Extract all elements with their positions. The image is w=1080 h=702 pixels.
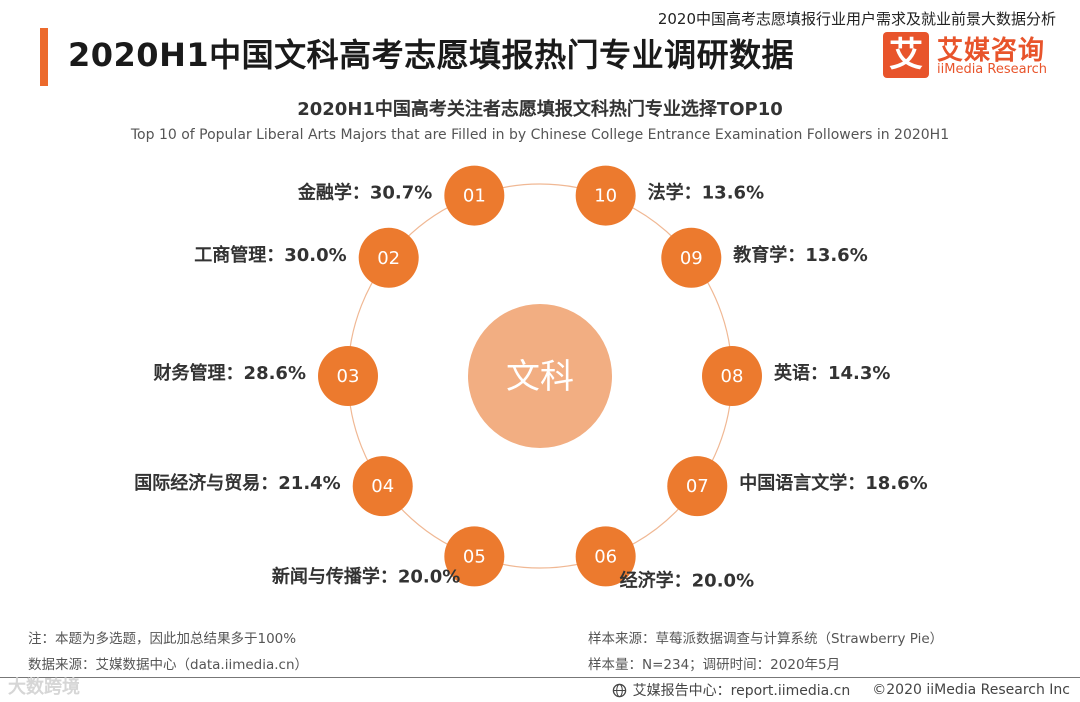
major-label-10: 法学：13.6% bbox=[648, 182, 764, 204]
copyright: ©2020 iiMedia Research Inc bbox=[872, 682, 1070, 698]
major-label-09: 教育学：13.6% bbox=[733, 244, 867, 266]
sample-size: 样本量：N=234；调研时间：2020年5月 bbox=[588, 657, 841, 673]
footer-info: 艾媒报告中心：report.iimedia.cn ©2020 iiMedia R… bbox=[612, 680, 1070, 700]
major-label-06: 经济学：20.0% bbox=[620, 569, 754, 591]
major-label-04: 国际经济与贸易：21.4% bbox=[134, 472, 340, 494]
rank-number-02: 02 bbox=[377, 248, 400, 269]
rank-number-06: 06 bbox=[594, 546, 617, 567]
rank-bubble-02 bbox=[358, 227, 419, 288]
major-label-02: 工商管理：30.0% bbox=[194, 244, 346, 266]
logo-glyph: 艾 bbox=[883, 32, 929, 78]
logo-name-cn: 艾媒咨询 bbox=[937, 36, 1046, 66]
rank-bubble-05 bbox=[444, 526, 505, 587]
rank-bubble-06 bbox=[575, 526, 636, 587]
multi-choice-note: 注：本题为多选题，因此加总结果多于100% bbox=[28, 631, 297, 647]
rank-bubble-03 bbox=[318, 346, 378, 406]
rank-number-07: 07 bbox=[686, 476, 709, 497]
sample-source: 样本来源：草莓派数据调查与计算系统（Strawberry Pie） bbox=[588, 631, 944, 647]
rank-number-04: 04 bbox=[371, 476, 394, 497]
iimedia-logo: 艾 艾媒咨询 iiMedia Research bbox=[883, 30, 1058, 82]
rank-number-10: 10 bbox=[594, 186, 617, 207]
rank-bubble-04 bbox=[352, 456, 413, 517]
globe-icon bbox=[612, 683, 626, 697]
rank-bubble-09 bbox=[661, 227, 722, 288]
data-source: 数据来源：艾媒数据中心（data.iimedia.cn） bbox=[28, 657, 309, 673]
rank-bubble-10 bbox=[575, 165, 636, 226]
rank-number-03: 03 bbox=[337, 366, 360, 387]
major-label-07: 中国语言文学：18.6% bbox=[739, 472, 927, 494]
title-accent-bar bbox=[40, 28, 48, 86]
rank-bubble-07 bbox=[667, 456, 728, 517]
logo-name-en: iiMedia Research bbox=[937, 62, 1048, 77]
center-label: 文科 bbox=[506, 357, 574, 397]
rank-number-08: 08 bbox=[721, 366, 744, 387]
rank-number-01: 01 bbox=[463, 186, 486, 207]
rank-number-05: 05 bbox=[463, 546, 486, 567]
major-label-08: 英语：14.3% bbox=[773, 362, 890, 384]
page-title: 2020H1中国文科高考志愿填报热门专业调研数据 bbox=[68, 36, 795, 74]
chart-title: 2020H1中国高考关注者志愿填报文科热门专业选择TOP10 bbox=[297, 99, 783, 120]
watermark: 大数跨境 bbox=[8, 677, 80, 698]
rank-bubble-08 bbox=[702, 346, 762, 406]
major-label-01: 金融学：30.7% bbox=[297, 182, 432, 204]
chart-subtitle: Top 10 of Popular Liberal Arts Majors th… bbox=[130, 127, 950, 143]
footer-divider bbox=[0, 677, 1080, 678]
major-label-05: 新闻与传播学：20.0% bbox=[272, 565, 460, 587]
rank-number-09: 09 bbox=[680, 248, 703, 269]
report-center-link[interactable]: 艾媒报告中心：report.iimedia.cn bbox=[632, 683, 851, 699]
report-series-title: 2020中国高考志愿填报行业用户需求及就业前景大数据分析 bbox=[657, 10, 1056, 28]
major-label-03: 财务管理：28.6% bbox=[154, 362, 306, 384]
center-circle bbox=[468, 304, 612, 448]
rank-bubble-01 bbox=[444, 165, 505, 226]
